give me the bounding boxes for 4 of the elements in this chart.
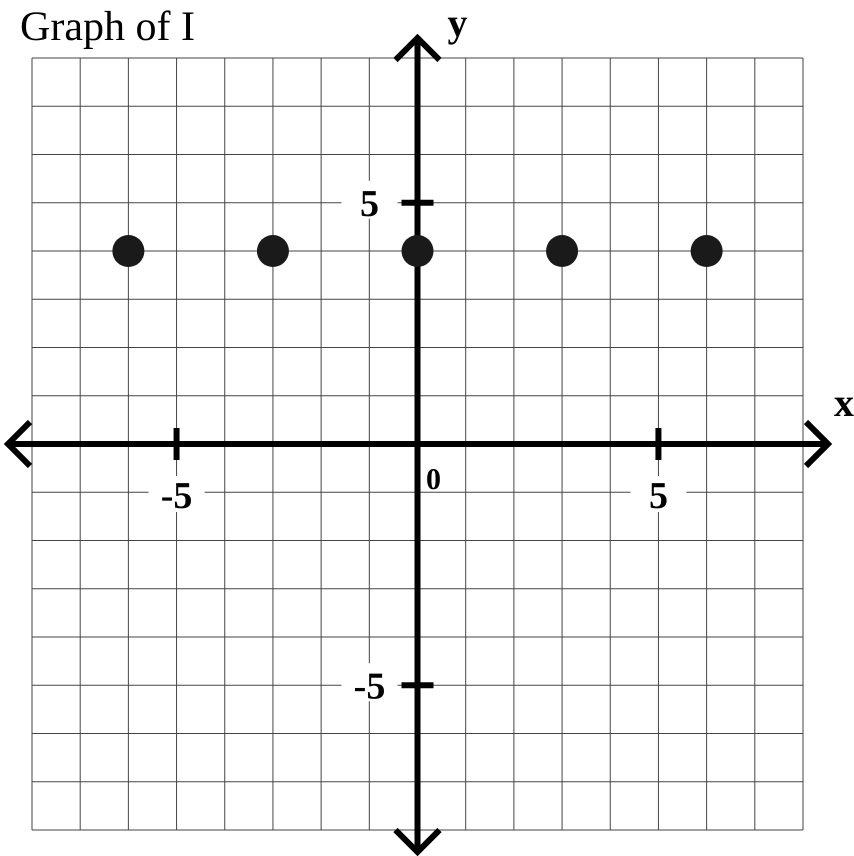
x-axis-title: x: [834, 380, 854, 425]
y-axis-title: y: [448, 0, 468, 45]
annotation: 0: [426, 463, 441, 496]
chart-title: Graph of I: [20, 4, 195, 50]
